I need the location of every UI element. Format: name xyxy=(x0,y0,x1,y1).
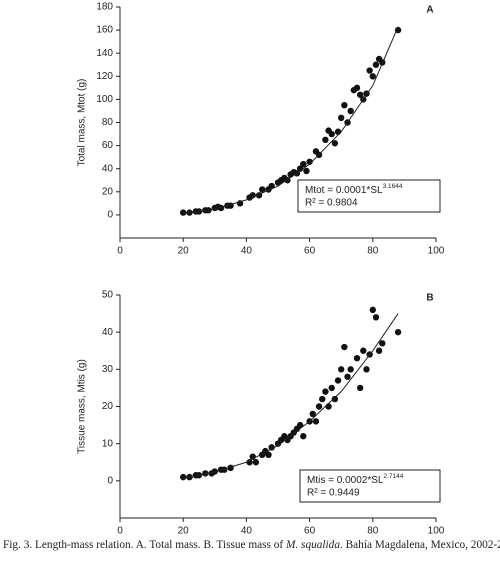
data-point xyxy=(379,340,386,347)
x-tick-label: 0 xyxy=(117,526,123,535)
data-point xyxy=(353,354,361,362)
data-point xyxy=(312,418,320,425)
data-point xyxy=(341,101,348,109)
data-point xyxy=(180,209,187,216)
x-tick-label: 100 xyxy=(428,246,445,257)
data-point xyxy=(300,433,307,440)
data-point xyxy=(375,347,383,354)
data-point xyxy=(303,167,310,175)
x-tick-label: 60 xyxy=(304,246,316,257)
fit-curve xyxy=(183,313,399,479)
equation-base: Mtis = 0.0002*SL xyxy=(307,475,384,486)
data-point xyxy=(341,343,348,351)
data-point xyxy=(319,395,326,403)
x-tick-label: 60 xyxy=(304,526,316,535)
caption-species: M. squalida xyxy=(286,539,340,551)
equation: Mtot = 0.0001*SL3.1644 xyxy=(305,183,403,196)
r-squared: R² = 0.9804 xyxy=(305,198,358,209)
x-tick-label: 80 xyxy=(367,526,379,535)
equation-exponent: 2.7144 xyxy=(383,473,403,480)
data-point xyxy=(353,84,361,92)
data-point xyxy=(180,473,187,481)
data-point xyxy=(328,130,335,138)
data-point xyxy=(259,186,266,193)
data-point xyxy=(347,366,354,373)
data-point xyxy=(394,328,402,336)
x-tick-label: 40 xyxy=(241,246,253,257)
fit-curve xyxy=(183,26,399,214)
equation-exponent: 3.1644 xyxy=(383,183,403,190)
x-tick-label: 100 xyxy=(428,526,445,535)
data-point xyxy=(372,314,380,321)
y-axis-label: Total mass, Mtot (g) xyxy=(77,79,88,167)
data-point xyxy=(360,347,367,354)
equation: Mtis = 0.0002*SL2.7144 xyxy=(307,473,404,486)
equation-base: Mtot = 0.0001*SL xyxy=(305,185,383,196)
y-axis-label: Tissue mass, Mtis (g) xyxy=(77,359,88,454)
data-point xyxy=(322,388,329,395)
data-point xyxy=(306,158,313,165)
data-point xyxy=(328,384,335,392)
data-point xyxy=(331,395,339,403)
r-squared: R² = 0.9449 xyxy=(307,488,360,499)
y-tick-label: 160 xyxy=(96,25,113,36)
y-tick-label: 60 xyxy=(102,140,114,151)
x-tick-label: 40 xyxy=(241,526,253,535)
y-tick-label: 140 xyxy=(96,48,113,59)
data-point xyxy=(347,107,354,115)
x-tick-label: 0 xyxy=(117,246,123,257)
data-point xyxy=(356,91,364,98)
y-tick-label: 50 xyxy=(102,290,114,301)
caption-text: Fig. 3. Length-mass relation. A. Total m… xyxy=(3,539,286,551)
panel-label: B xyxy=(426,293,433,304)
x-tick-label: 20 xyxy=(178,526,190,535)
y-tick-label: 40 xyxy=(102,163,114,174)
y-tick-label: 180 xyxy=(96,2,113,13)
data-point xyxy=(338,114,345,122)
x-tick-label: 20 xyxy=(178,246,190,257)
caption: Fig. 3. Length-mass relation. A. Total m… xyxy=(3,539,500,551)
data-point xyxy=(296,421,304,429)
y-tick-label: 40 xyxy=(102,327,114,338)
data-point xyxy=(366,67,373,74)
data-point xyxy=(309,410,316,418)
data-point xyxy=(356,384,364,392)
y-tick-label: 100 xyxy=(96,94,113,105)
y-tick-label: 120 xyxy=(96,71,113,82)
data-point xyxy=(372,61,380,68)
y-tick-label: 30 xyxy=(102,364,114,375)
equation-box xyxy=(299,469,441,503)
data-point xyxy=(322,136,329,144)
data-point xyxy=(369,73,376,80)
data-point xyxy=(325,403,332,410)
data-point xyxy=(369,306,376,314)
data-point xyxy=(252,459,260,466)
data-point xyxy=(334,377,342,384)
data-point xyxy=(331,140,339,147)
equation-box xyxy=(297,179,441,213)
x-tick-label: 80 xyxy=(367,246,379,257)
data-point xyxy=(315,403,323,410)
data-point xyxy=(265,451,272,459)
data-point xyxy=(334,128,342,135)
y-tick-label: 20 xyxy=(102,401,114,412)
data-point xyxy=(344,373,351,380)
y-tick-label: 80 xyxy=(102,117,114,128)
data-point xyxy=(394,26,402,34)
panel-label: A xyxy=(426,5,433,16)
data-point xyxy=(300,160,307,168)
data-point xyxy=(338,366,345,373)
data-point xyxy=(268,444,275,451)
caption-text: . Bahía Magdalena, Mexico, 2002-2003. xyxy=(339,539,500,551)
y-tick-label: 20 xyxy=(102,186,114,197)
data-point xyxy=(246,459,253,466)
y-tick-label: 0 xyxy=(107,475,113,486)
data-point xyxy=(296,165,304,172)
data-point xyxy=(363,366,370,373)
y-tick-label: 0 xyxy=(107,210,113,221)
y-tick-label: 10 xyxy=(102,438,114,449)
